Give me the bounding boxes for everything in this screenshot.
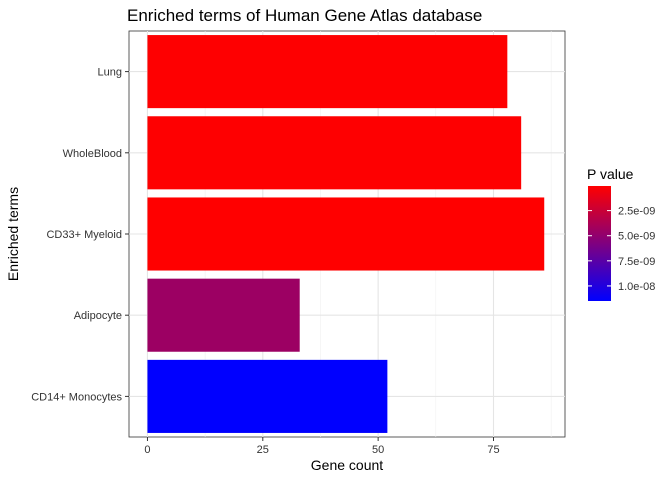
x-tick-label: 25 <box>257 444 269 456</box>
x-tick-label: 0 <box>144 444 150 456</box>
legend-ticks: 2.5e-09 5.0e-09 7.5e-09 1.0e-08 <box>588 206 655 293</box>
legend-colorbar <box>588 186 611 301</box>
x-tick-label: 50 <box>372 444 384 456</box>
y-tick-label: Lung <box>98 67 122 79</box>
y-axis-title: Enriched terms <box>5 187 21 281</box>
y-axis: Lung WholeBlood CD33+ Myeloid Adipocyte CD14… <box>31 67 129 403</box>
y-tick-label: Adipocyte <box>74 310 122 322</box>
x-axis: 0 25 50 75 <box>144 437 500 456</box>
y-tick-label: WholeBlood <box>63 148 122 160</box>
bar <box>147 116 522 190</box>
bar <box>147 359 388 433</box>
y-tick-label: CD14+ Monocytes <box>31 391 122 403</box>
bar <box>147 278 300 352</box>
legend-tick-label: 2.5e-09 <box>618 206 655 218</box>
plot-panel <box>128 30 566 438</box>
x-axis-title: Gene count <box>311 457 383 473</box>
bars <box>147 35 545 433</box>
chart-title: Enriched terms of Human Gene Atlas datab… <box>127 6 482 25</box>
legend-tick-label: 7.5e-09 <box>618 256 655 268</box>
legend: P value 2.5e-09 5.0e-09 7.5e-09 1.0e-08 <box>587 166 655 301</box>
legend-title: P value <box>587 166 634 182</box>
x-tick-label: 75 <box>487 444 499 456</box>
bar <box>147 35 508 109</box>
y-tick-label: CD33+ Myeloid <box>46 229 122 241</box>
legend-tick-label: 1.0e-08 <box>618 281 655 293</box>
bar <box>147 197 545 271</box>
legend-tick-label: 5.0e-09 <box>618 231 655 243</box>
